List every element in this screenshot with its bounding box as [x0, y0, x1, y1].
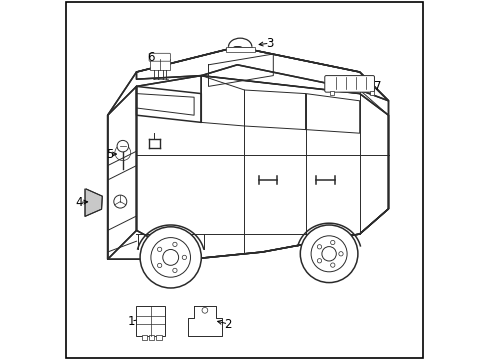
Polygon shape — [85, 189, 102, 216]
Bar — [142, 335, 147, 340]
FancyBboxPatch shape — [149, 53, 170, 61]
Polygon shape — [187, 306, 222, 336]
Text: 3: 3 — [265, 37, 273, 50]
Polygon shape — [107, 86, 136, 259]
Polygon shape — [136, 86, 201, 122]
Circle shape — [317, 258, 321, 263]
Bar — [225, 47, 254, 52]
Text: 5: 5 — [105, 148, 113, 161]
Bar — [149, 335, 154, 340]
Circle shape — [338, 252, 343, 256]
Bar — [329, 91, 333, 95]
FancyBboxPatch shape — [324, 76, 374, 92]
Circle shape — [182, 255, 186, 260]
Circle shape — [317, 245, 321, 249]
Bar — [149, 59, 169, 70]
Polygon shape — [136, 47, 387, 101]
Circle shape — [330, 263, 334, 267]
Circle shape — [172, 268, 177, 273]
Circle shape — [157, 263, 162, 267]
Bar — [136, 306, 165, 336]
Bar — [369, 91, 374, 95]
Polygon shape — [107, 47, 387, 259]
Bar — [156, 335, 162, 340]
Circle shape — [117, 140, 128, 152]
Text: 1: 1 — [127, 315, 135, 328]
Circle shape — [300, 225, 357, 283]
Text: 2: 2 — [224, 318, 232, 330]
Polygon shape — [136, 76, 387, 259]
Text: 4: 4 — [76, 196, 83, 209]
Text: 7: 7 — [373, 80, 381, 93]
Text: 6: 6 — [147, 51, 154, 64]
Circle shape — [330, 240, 334, 245]
Circle shape — [172, 242, 177, 247]
Circle shape — [140, 227, 201, 288]
Circle shape — [157, 247, 162, 252]
